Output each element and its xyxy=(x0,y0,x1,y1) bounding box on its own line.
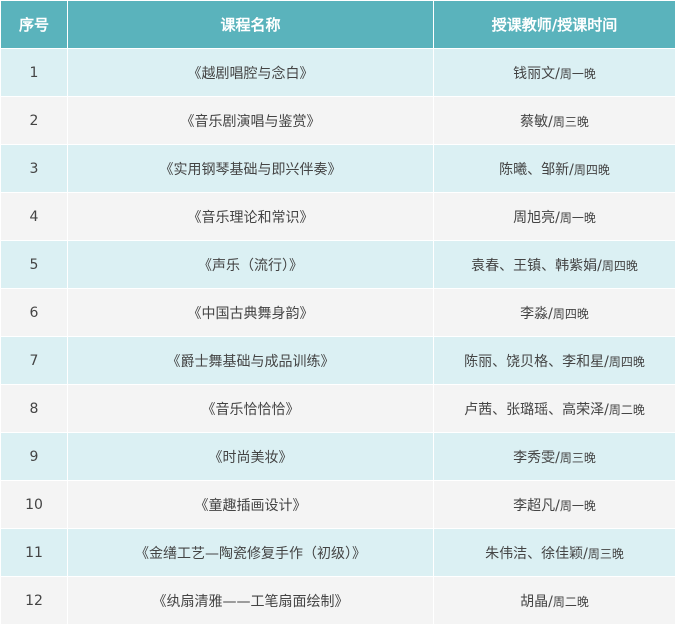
class-time: 周一晚 xyxy=(559,210,596,225)
class-time: 周三晚 xyxy=(559,450,596,465)
teacher: 周旭亮/ xyxy=(513,209,560,226)
class-time: 周四晚 xyxy=(608,354,645,369)
class-time: 周一晚 xyxy=(559,498,596,513)
row-number: 12 xyxy=(0,576,68,625)
teacher: 袁春、王镇、韩紫娟/ xyxy=(471,257,602,274)
table-row: 12 《纨扇清雅——工笔扇面绘制》 胡晶/周二晚 xyxy=(0,576,675,625)
teacher: 李淼/ xyxy=(520,305,553,322)
row-number: 4 xyxy=(0,192,68,241)
row-number: 2 xyxy=(0,96,68,145)
table-row: 3 《实用钢琴基础与即兴伴奏》 陈曦、邹新/周四晚 xyxy=(0,144,675,193)
course-name: 《音乐恰恰恰》 xyxy=(67,384,434,433)
table-row: 1 《越剧唱腔与念白》 钱丽文/周一晚 xyxy=(0,48,675,97)
course-name: 《金缮工艺—陶瓷修复手作（初级）》 xyxy=(67,528,434,577)
teacher: 李超凡/ xyxy=(513,497,560,514)
teacher-time: 卢茜、张璐瑶、高荣泽/周二晚 xyxy=(433,384,675,433)
teacher-time: 蔡敏/周三晚 xyxy=(433,96,675,145)
teacher-time: 袁春、王镇、韩紫娟/周四晚 xyxy=(433,240,675,289)
header-teacher-time: 授课教师/授课时间 xyxy=(433,0,675,49)
teacher-time: 李秀雯/周三晚 xyxy=(433,432,675,481)
teacher-time: 朱伟洁、徐佳颖/周三晚 xyxy=(433,528,675,577)
table-row: 5 《声乐（流行）》 袁春、王镇、韩紫娟/周四晚 xyxy=(0,240,675,289)
class-time: 周四晚 xyxy=(573,162,610,177)
class-time: 周四晚 xyxy=(552,306,589,321)
row-number: 5 xyxy=(0,240,68,289)
class-time: 周四晚 xyxy=(601,258,638,273)
row-number: 1 xyxy=(0,48,68,97)
class-time: 周二晚 xyxy=(552,594,589,609)
header-number: 序号 xyxy=(0,0,68,49)
course-name: 《纨扇清雅——工笔扇面绘制》 xyxy=(67,576,434,625)
header-course: 课程名称 xyxy=(67,0,434,49)
teacher-time: 李淼/周四晚 xyxy=(433,288,675,337)
teacher-time: 李超凡/周一晚 xyxy=(433,480,675,529)
row-number: 9 xyxy=(0,432,68,481)
teacher: 钱丽文/ xyxy=(513,65,560,82)
teacher: 朱伟洁、徐佳颖/ xyxy=(485,545,588,562)
course-name: 《时尚美妆》 xyxy=(67,432,434,481)
table-row: 7 《爵士舞基础与成品训练》 陈丽、饶贝格、李和星/周四晚 xyxy=(0,336,675,385)
course-name: 《音乐剧演唱与鉴赏》 xyxy=(67,96,434,145)
course-name: 《音乐理论和常识》 xyxy=(67,192,434,241)
teacher-time: 胡晶/周二晚 xyxy=(433,576,675,625)
row-number: 7 xyxy=(0,336,68,385)
teacher: 蔡敏/ xyxy=(520,113,553,130)
teacher: 陈曦、邹新/ xyxy=(499,161,574,178)
table-row: 9 《时尚美妆》 李秀雯/周三晚 xyxy=(0,432,675,481)
header-row: 序号 课程名称 授课教师/授课时间 xyxy=(0,0,675,49)
course-name: 《越剧唱腔与念白》 xyxy=(67,48,434,97)
class-time: 周三晚 xyxy=(552,114,589,129)
teacher: 李秀雯/ xyxy=(513,449,560,466)
table-row: 4 《音乐理论和常识》 周旭亮/周一晚 xyxy=(0,192,675,241)
table-row: 6 《中国古典舞身韵》 李淼/周四晚 xyxy=(0,288,675,337)
row-number: 8 xyxy=(0,384,68,433)
table-row: 8 《音乐恰恰恰》 卢茜、张璐瑶、高荣泽/周二晚 xyxy=(0,384,675,433)
class-time: 周二晚 xyxy=(608,402,645,417)
row-number: 11 xyxy=(0,528,68,577)
table-row: 11 《金缮工艺—陶瓷修复手作（初级）》 朱伟洁、徐佳颖/周三晚 xyxy=(0,528,675,577)
teacher: 陈丽、饶贝格、李和星/ xyxy=(464,353,609,370)
teacher-time: 钱丽文/周一晚 xyxy=(433,48,675,97)
course-name: 《爵士舞基础与成品训练》 xyxy=(67,336,434,385)
teacher: 胡晶/ xyxy=(520,593,553,610)
course-name: 《声乐（流行）》 xyxy=(67,240,434,289)
table-row: 10 《童趣插画设计》 李超凡/周一晚 xyxy=(0,480,675,529)
teacher: 卢茜、张璐瑶、高荣泽/ xyxy=(464,401,609,418)
teacher-time: 周旭亮/周一晚 xyxy=(433,192,675,241)
row-number: 6 xyxy=(0,288,68,337)
row-number: 10 xyxy=(0,480,68,529)
row-number: 3 xyxy=(0,144,68,193)
teacher-time: 陈曦、邹新/周四晚 xyxy=(433,144,675,193)
class-time: 周一晚 xyxy=(559,66,596,81)
teacher-time: 陈丽、饶贝格、李和星/周四晚 xyxy=(433,336,675,385)
class-time: 周三晚 xyxy=(587,546,624,561)
course-name: 《实用钢琴基础与即兴伴奏》 xyxy=(67,144,434,193)
course-name: 《中国古典舞身韵》 xyxy=(67,288,434,337)
table-row: 2 《音乐剧演唱与鉴赏》 蔡敏/周三晚 xyxy=(0,96,675,145)
course-name: 《童趣插画设计》 xyxy=(67,480,434,529)
